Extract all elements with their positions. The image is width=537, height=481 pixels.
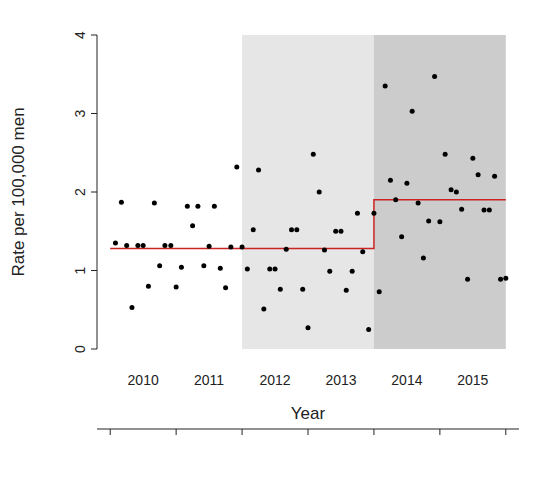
svg-text:2011: 2011 — [194, 372, 224, 388]
svg-text:2014: 2014 — [391, 372, 422, 388]
svg-text:2: 2 — [72, 188, 88, 196]
svg-text:4: 4 — [72, 31, 88, 39]
svg-text:Year: Year — [291, 404, 326, 423]
svg-text:2012: 2012 — [259, 372, 290, 388]
svg-text:0: 0 — [72, 345, 88, 353]
svg-text:2010: 2010 — [128, 372, 159, 388]
svg-text:2013: 2013 — [325, 372, 356, 388]
svg-text:1: 1 — [72, 266, 88, 274]
svg-text:2015: 2015 — [457, 372, 488, 388]
svg-text:3: 3 — [72, 109, 88, 117]
svg-text:Rate per 100,000 men: Rate per 100,000 men — [9, 107, 28, 276]
